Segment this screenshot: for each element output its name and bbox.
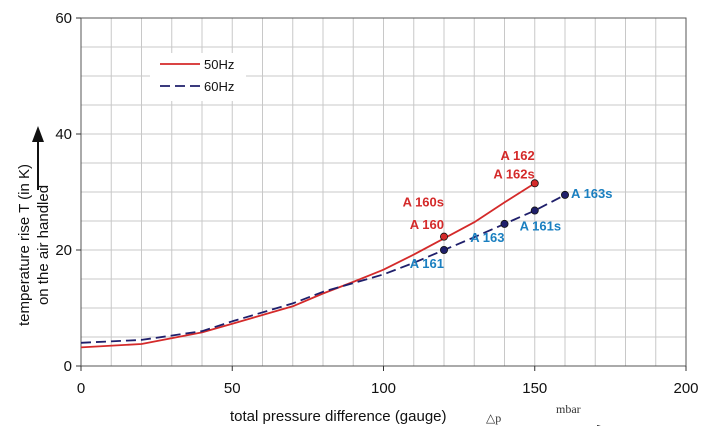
legend-label-50hz: 50Hz [204, 57, 234, 72]
x-tick-label: 150 [522, 380, 547, 397]
x-tick-label: 200 [673, 380, 698, 397]
x-tick-label: 0 [77, 380, 85, 397]
y-tick-label: 0 [64, 358, 72, 375]
x-axis-unit: mbar [556, 402, 581, 416]
x-axis-symbol: △p [486, 411, 501, 425]
grid [81, 18, 686, 366]
annotations: A 160s A 160 A 162 A 162s A 161 A 163 A 161s A … [403, 148, 613, 271]
data-point-marker [530, 179, 539, 188]
x-tick-label: 100 [371, 380, 396, 397]
point-label: A 160s [403, 195, 444, 210]
legend-label-60hz: 60Hz [204, 79, 234, 94]
data-point-marker [500, 219, 509, 228]
x-tick-label: 50 [224, 380, 241, 397]
y-axis-title: temperature rise T (in K) on the air han… [16, 126, 52, 326]
point-label: A 163 [470, 230, 504, 245]
series-lines [80, 182, 566, 349]
point-label: A 163s [571, 186, 612, 201]
y-axis-arrow-icon [32, 126, 44, 142]
x-axis-title: total pressure difference (gauge) △p mba… [230, 402, 601, 426]
y-tick-label: 20 [55, 242, 72, 259]
series-line-60hz [80, 194, 566, 344]
point-label: A 161 [410, 256, 444, 271]
point-label: A 162s [493, 167, 534, 182]
data-point-marker [561, 190, 570, 199]
axis-ticks: 0 50 100 150 200 0 20 40 60 [55, 10, 698, 397]
data-point-marker [530, 206, 539, 215]
point-label: A 160 [410, 217, 444, 232]
series-line-50hz [80, 182, 536, 349]
data-point-marker [439, 245, 448, 254]
y-tick-label: 60 [55, 10, 72, 27]
legend-box [150, 53, 246, 101]
legend: 50Hz 60Hz [150, 53, 246, 101]
y-axis-title-line2: on the air handled [35, 185, 52, 305]
markers [439, 179, 570, 254]
point-label: A 162 [501, 148, 535, 163]
y-tick-label: 40 [55, 126, 72, 143]
y-axis-title-line1: temperature rise T (in K) [16, 164, 33, 326]
x-axis-title-text: total pressure difference (gauge) [230, 408, 447, 425]
data-point-marker [439, 232, 448, 241]
point-label: A 161s [520, 218, 561, 233]
